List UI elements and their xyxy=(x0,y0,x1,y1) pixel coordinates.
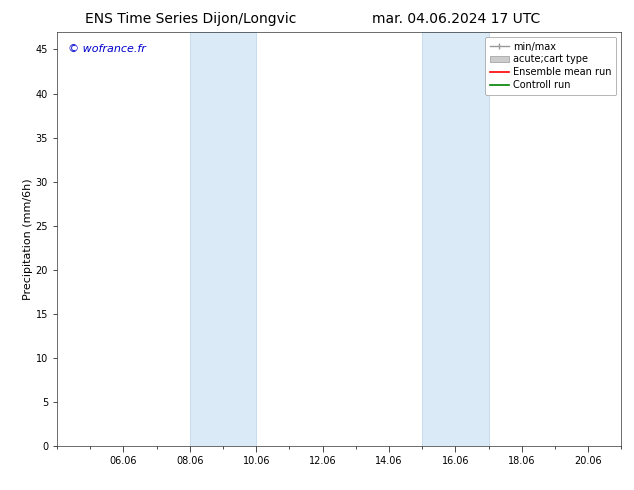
Bar xyxy=(422,32,489,446)
Text: © wofrance.fr: © wofrance.fr xyxy=(68,44,146,54)
Bar xyxy=(190,32,256,446)
Text: ENS Time Series Dijon/Longvic: ENS Time Series Dijon/Longvic xyxy=(84,12,296,26)
Text: mar. 04.06.2024 17 UTC: mar. 04.06.2024 17 UTC xyxy=(372,12,541,26)
Legend: min/max, acute;cart type, Ensemble mean run, Controll run: min/max, acute;cart type, Ensemble mean … xyxy=(485,37,616,95)
Y-axis label: Precipitation (mm/6h): Precipitation (mm/6h) xyxy=(23,178,33,300)
